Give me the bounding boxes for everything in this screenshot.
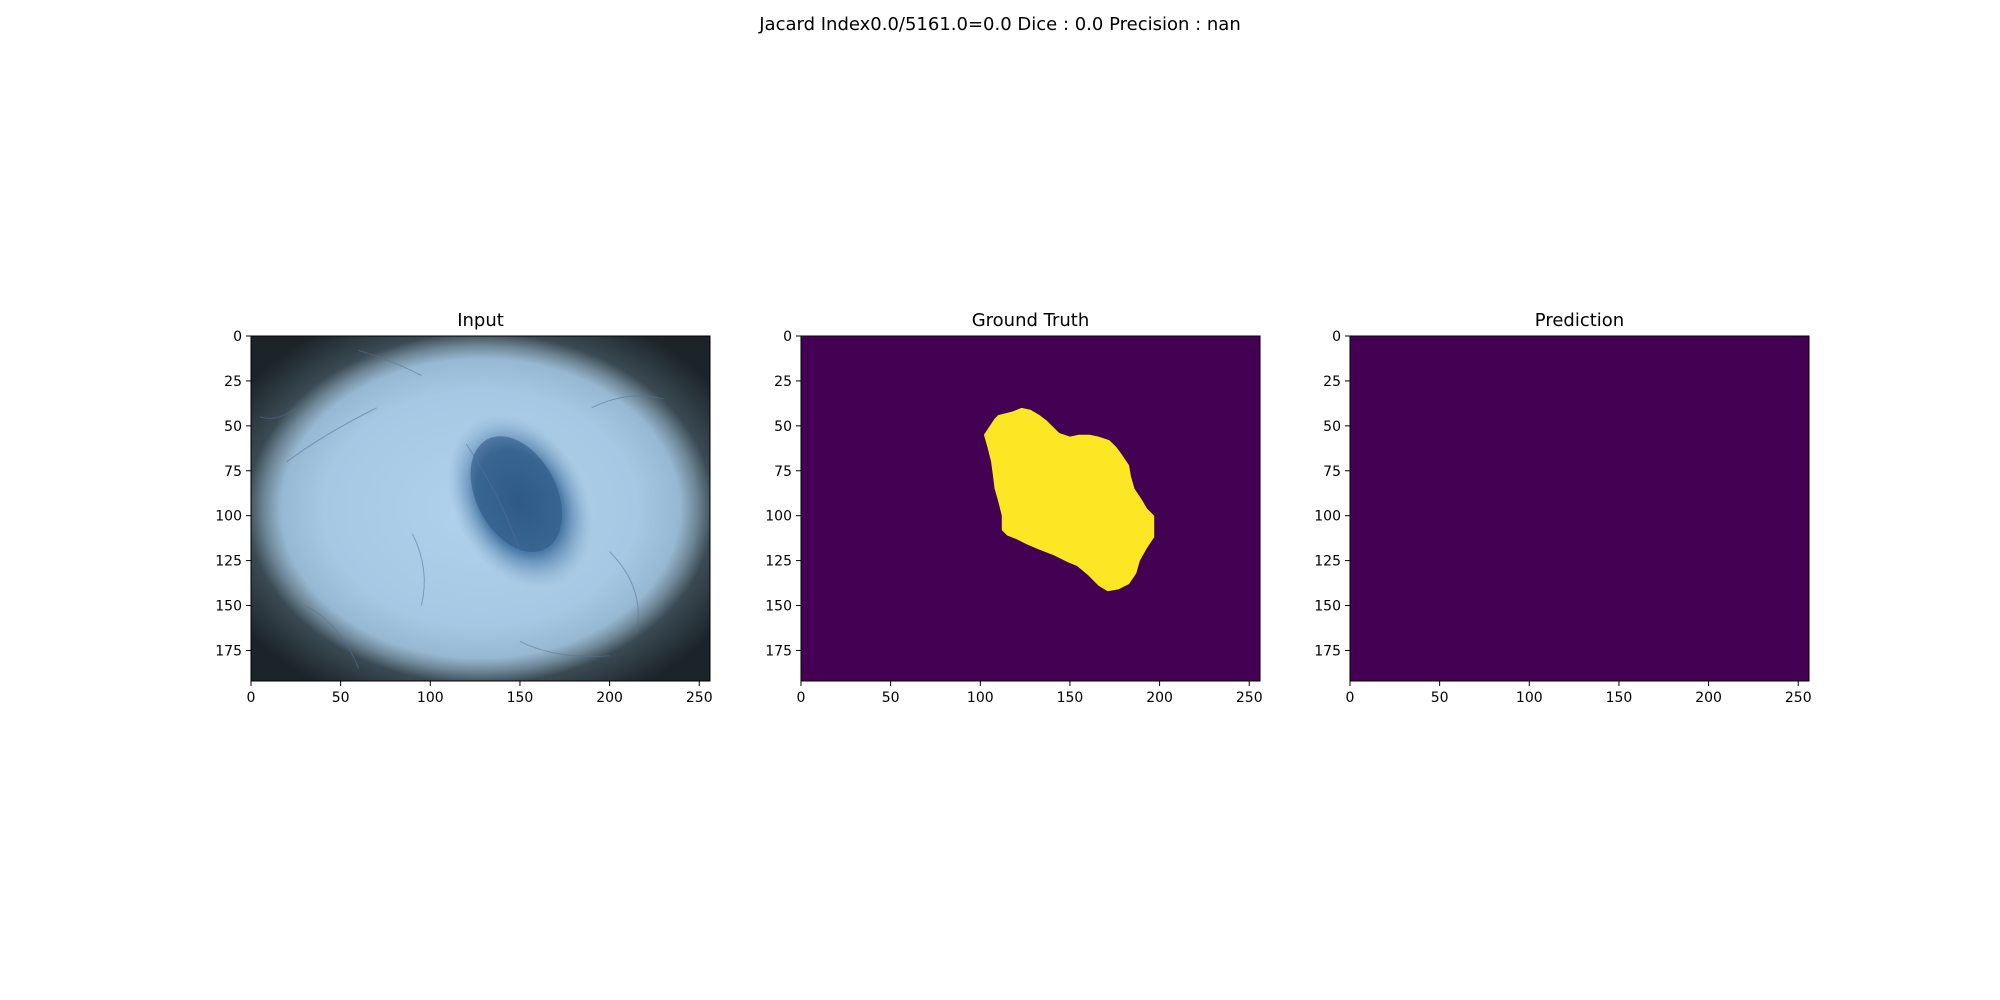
prediction-panel-title: Prediction — [1534, 310, 1625, 331]
y-tick-label: 125 — [215, 554, 242, 570]
x-tick-label: 150 — [1606, 690, 1633, 706]
input-frame — [250, 335, 711, 682]
y-tick-label: 150 — [765, 599, 792, 615]
y-tick-label: 100 — [765, 509, 792, 525]
y-tick-label: 150 — [215, 599, 242, 615]
x-tick-label: 250 — [1236, 690, 1263, 706]
x-tick-label: 100 — [417, 690, 444, 706]
y-tick-label: 175 — [1314, 643, 1341, 659]
x-tick-label: 200 — [1695, 690, 1722, 706]
y-tick-label: 100 — [215, 509, 242, 525]
prediction-frame — [1349, 335, 1810, 682]
x-tick-label: 0 — [797, 690, 806, 706]
hair-stroke — [286, 407, 377, 463]
x-tick-label: 50 — [1431, 690, 1449, 706]
y-tick-label: 75 — [1323, 464, 1341, 480]
y-tick-label: 0 — [233, 329, 242, 345]
ground-truth-axes: 0 50 100 150 200 250 0 25 50 75 100 125 150 175 — [765, 329, 1262, 706]
y-tick-label: 100 — [1314, 509, 1341, 525]
hair-stroke — [519, 641, 610, 657]
x-tick-label: 100 — [967, 690, 994, 706]
y-tick-label: 125 — [1314, 554, 1341, 570]
lesion-core — [470, 436, 563, 552]
input-axes: 0 50 100 150 200 250 0 25 50 75 100 125 150 175 — [215, 329, 712, 706]
y-tick-label: 175 — [765, 643, 792, 659]
hair-stroke — [358, 349, 422, 376]
x-tick-label: 100 — [1516, 690, 1543, 706]
y-tick-label: 50 — [774, 419, 792, 435]
x-tick-label: 0 — [247, 690, 256, 706]
x-tick-label: 50 — [332, 690, 350, 706]
y-tick-label: 25 — [774, 374, 792, 390]
figure-suptitle: Jacard Index0.0/5161.0=0.0 Dice : 0.0 Pr… — [759, 14, 1241, 35]
hair-stroke — [304, 605, 360, 669]
y-tick-label: 75 — [774, 464, 792, 480]
y-tick-label: 25 — [1323, 374, 1341, 390]
ground-truth-frame — [800, 335, 1261, 682]
x-tick-label: 250 — [1785, 690, 1812, 706]
x-tick-label: 200 — [1146, 690, 1173, 706]
hair-stroke — [411, 533, 425, 606]
prediction-axes: 0 50 100 150 200 250 0 25 50 75 100 125 150 175 — [1314, 329, 1811, 706]
x-tick-label: 50 — [882, 690, 900, 706]
hair-stroke — [609, 551, 639, 633]
x-tick-label: 200 — [596, 690, 623, 706]
y-tick-label: 0 — [783, 329, 792, 345]
input-panel-title: Input — [457, 310, 504, 331]
y-tick-label: 75 — [224, 464, 242, 480]
x-tick-label: 150 — [507, 690, 534, 706]
input-image — [251, 336, 710, 681]
ground-truth-lesion-mask — [983, 407, 1155, 592]
y-tick-label: 175 — [215, 643, 242, 659]
hair-stroke — [591, 395, 664, 409]
hair-stroke — [465, 443, 521, 552]
y-tick-label: 25 — [224, 374, 242, 390]
y-tick-label: 0 — [1332, 329, 1341, 345]
x-tick-label: 0 — [1346, 690, 1355, 706]
y-tick-label: 150 — [1314, 599, 1341, 615]
y-tick-label: 50 — [1323, 419, 1341, 435]
prediction-mask-background — [1350, 336, 1809, 681]
hair-stroke — [259, 407, 297, 419]
y-tick-label: 125 — [765, 554, 792, 570]
x-tick-label: 250 — [686, 690, 713, 706]
y-tick-label: 50 — [224, 419, 242, 435]
x-tick-label: 150 — [1057, 690, 1084, 706]
ground-truth-panel-title: Ground Truth — [971, 310, 1090, 331]
